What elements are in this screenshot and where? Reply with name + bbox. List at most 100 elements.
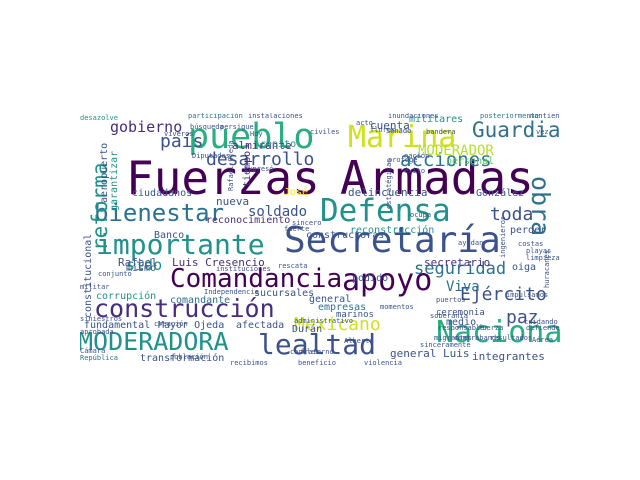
cloud-word: resultados bbox=[490, 334, 533, 342]
cloud-word: playas bbox=[526, 247, 552, 255]
cloud-word: constitucional bbox=[83, 233, 94, 318]
cloud-word: búsqueda bbox=[190, 123, 224, 131]
cloud-word: MODERADOR bbox=[418, 143, 494, 159]
cloud-word: José bbox=[284, 187, 309, 198]
word-cloud: Fuerzas Armadas Secretaría Defensa puebl… bbox=[80, 113, 560, 366]
cloud-word: huracanes bbox=[543, 250, 551, 288]
cloud-word: corrupción bbox=[96, 291, 157, 302]
cloud-word: éxito bbox=[404, 167, 426, 175]
cloud-word: secretario bbox=[424, 256, 491, 269]
cloud-word: fuerza bbox=[478, 324, 504, 332]
cloud-word: general Luis bbox=[390, 347, 470, 360]
cloud-word: aeropuerto bbox=[99, 142, 110, 203]
cloud-word: apoyo bbox=[342, 263, 433, 298]
cloud-word: perder bbox=[510, 225, 547, 236]
cloud-word: civiles bbox=[310, 128, 340, 136]
cloud-word: soldado bbox=[248, 204, 308, 220]
cloud-word: cuidando bbox=[524, 318, 558, 326]
cloud-word: nación bbox=[404, 152, 430, 160]
cloud-word: posteriormente bbox=[480, 113, 540, 120]
cloud-word: cuenta bbox=[370, 119, 410, 132]
cloud-word: siniestros bbox=[80, 315, 123, 323]
cloud-word: sido bbox=[126, 256, 163, 274]
cloud-word: Independencia bbox=[204, 288, 259, 296]
cloud-word: bandera bbox=[426, 128, 456, 136]
cloud-word: puertos bbox=[436, 296, 466, 304]
cloud-word: González bbox=[476, 188, 525, 199]
cloud-word: Mayor Ojeda bbox=[158, 320, 225, 331]
cloud-word: ingenieros bbox=[499, 215, 507, 258]
cloud-word: medio bbox=[446, 317, 477, 328]
cloud-word: Armadas bbox=[340, 151, 534, 205]
cloud-word: ocupa bbox=[410, 211, 432, 219]
cloud-word: nueva bbox=[216, 195, 250, 208]
cloud-word: impulsamos bbox=[506, 291, 549, 299]
cloud-word: mantiene bbox=[530, 113, 560, 120]
cloud-word: sinceramente bbox=[420, 341, 471, 349]
cloud-word: construcción bbox=[94, 294, 275, 323]
cloud-word: Rafael Ojeda bbox=[227, 140, 235, 191]
cloud-word: Fuerzas bbox=[126, 151, 320, 205]
cloud-word: expresó bbox=[244, 165, 274, 173]
cloud-word: defiende bbox=[526, 324, 560, 332]
cloud-word: personal bbox=[446, 156, 495, 167]
cloud-word: Secretaría bbox=[284, 220, 501, 261]
cloud-word: viveros bbox=[164, 130, 194, 138]
cloud-word: canales bbox=[290, 348, 320, 356]
cloud-word: toda bbox=[490, 204, 534, 225]
cloud-word: Alberto bbox=[344, 337, 374, 345]
cloud-word: importante bbox=[96, 228, 265, 261]
cloud-word: podido bbox=[352, 273, 389, 284]
cloud-word: general bbox=[309, 294, 352, 305]
cloud-word: transformación bbox=[140, 353, 225, 364]
cloud-word: rescata bbox=[278, 262, 308, 270]
cloud-word: repito bbox=[260, 139, 297, 150]
cloud-word: violencia bbox=[364, 359, 402, 367]
cloud-word: limpieza bbox=[526, 254, 560, 262]
cloud-word: ciudadanos bbox=[132, 188, 193, 199]
cloud-word: ayudan bbox=[458, 239, 484, 247]
cloud-word: Aérea bbox=[532, 336, 554, 344]
cloud-word: paz bbox=[506, 307, 539, 328]
cloud-word: costas bbox=[518, 240, 544, 248]
cloud-word: militar bbox=[80, 283, 110, 291]
cloud-word: participación bbox=[188, 113, 243, 120]
cloud-word: instalaciones bbox=[248, 113, 303, 120]
cloud-word: Diputados bbox=[192, 152, 230, 160]
cloud-word: Marina bbox=[348, 120, 457, 155]
cloud-word: Senado bbox=[386, 127, 412, 135]
cloud-word: país bbox=[160, 131, 204, 152]
cloud-word: beneficio bbox=[298, 359, 336, 367]
cloud-word: sucursales bbox=[254, 288, 315, 299]
cloud-word: comandante bbox=[170, 295, 231, 306]
cloud-word: aprobada bbox=[80, 328, 114, 336]
cloud-word: estratégicas bbox=[385, 158, 393, 209]
cloud-word: reconstrucción bbox=[350, 225, 435, 236]
cloud-word: ceremonia bbox=[436, 308, 485, 318]
cloud-word: Ejército bbox=[460, 284, 547, 305]
cloud-word: delincuencia bbox=[348, 186, 428, 199]
cloud-word: gobierno bbox=[110, 118, 183, 136]
cloud-word: afectada bbox=[236, 320, 285, 331]
cloud-word: integrantes bbox=[472, 350, 545, 363]
cloud-word: Mexicano bbox=[294, 314, 381, 335]
cloud-word: seguridad bbox=[414, 259, 507, 279]
cloud-word: instituciones bbox=[216, 265, 271, 273]
cloud-word: constructoras bbox=[306, 230, 385, 241]
cloud-word: Guardia bbox=[472, 118, 560, 142]
cloud-word: Durán bbox=[292, 324, 323, 335]
cloud-word: oiga bbox=[512, 262, 537, 273]
cloud-word: flores bbox=[370, 126, 396, 134]
cloud-word: bienestar bbox=[94, 199, 225, 227]
cloud-word: recibimos bbox=[230, 359, 268, 367]
cloud-word: mismo bbox=[126, 263, 157, 274]
cloud-word: militares bbox=[409, 114, 464, 125]
cloud-word: persigue bbox=[220, 123, 254, 131]
cloud-word: Comandancia bbox=[170, 264, 343, 294]
cloud-word: Rafael bbox=[118, 256, 158, 269]
cloud-word: desazolve bbox=[80, 114, 118, 122]
cloud-word: inundaciones bbox=[388, 113, 439, 120]
cloud-word: vez bbox=[536, 128, 549, 136]
cloud-word: fuerte bbox=[284, 225, 310, 233]
